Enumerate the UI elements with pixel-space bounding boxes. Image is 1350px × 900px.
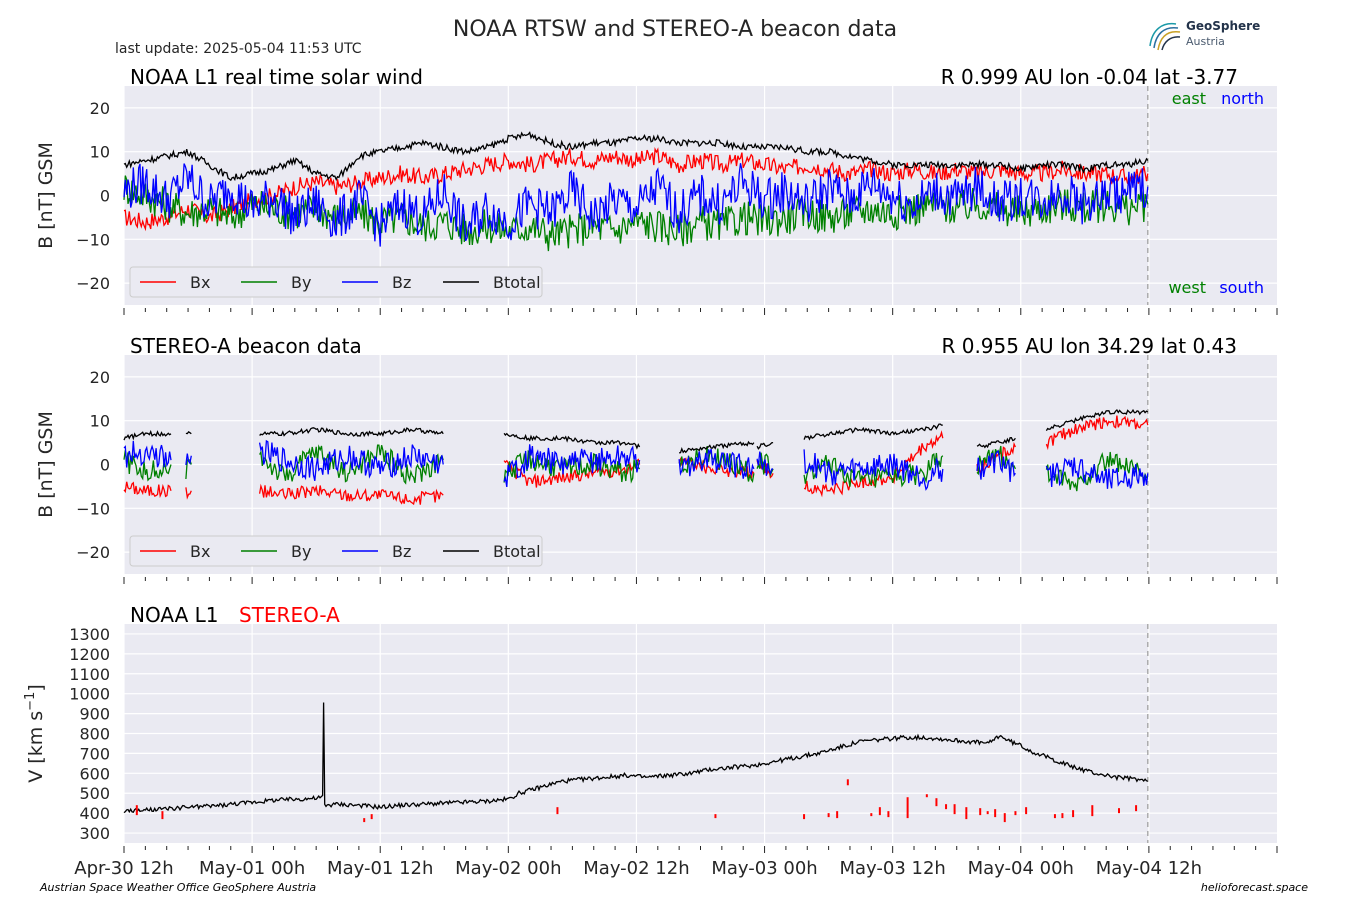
legend-label-by: By xyxy=(291,542,311,561)
footer-right-text: helioforecast.space xyxy=(1201,881,1308,894)
series-line-noaa-l1 xyxy=(123,702,1149,814)
last-update-text: last update: 2025-05-04 11:53 UTC xyxy=(115,41,362,57)
x-tick-label: May-03 00h xyxy=(711,858,817,879)
legend-label-by: By xyxy=(291,273,311,292)
x-tick-label: May-03 12h xyxy=(839,858,945,879)
y-tick-label: 0 xyxy=(100,456,110,475)
legend-label-bx: Bx xyxy=(190,273,210,292)
stereo-a-magnetic-field-panel: 20 10 0 −10 −20 STEREO-A beacon data R 0.955 A… xyxy=(35,334,1278,584)
legend-label-btotal: Btotal xyxy=(493,542,541,561)
noaa-magnetic-field-panel: 20 10 0 −10 −20 NOAA L1 real time solar wind R… xyxy=(35,65,1278,315)
x-tick-label: May-02 00h xyxy=(455,858,561,879)
segment-line-bt xyxy=(259,427,444,438)
y-tick-label: 20 xyxy=(90,368,110,387)
y-tick-label: 600 xyxy=(79,764,110,783)
x-tick-label: Apr-30 12h xyxy=(74,858,173,879)
segment-line-bt xyxy=(503,432,641,450)
segment-line-bx xyxy=(123,481,172,499)
segment-line-bz xyxy=(678,448,755,479)
logo-subtitle: Austria xyxy=(1186,35,1225,48)
legend-label-btotal: Btotal xyxy=(493,273,541,292)
segment-line-bt xyxy=(756,441,774,450)
y-tick-label: −10 xyxy=(76,230,110,249)
segment-line-bx xyxy=(1045,415,1149,451)
segment-line-bz xyxy=(1045,457,1149,489)
segment-line-by xyxy=(803,452,944,488)
y-tick-label: 700 xyxy=(79,744,110,763)
figure-title: NOAA RTSW and STEREO-A beacon data xyxy=(453,17,897,42)
segment-line-bz xyxy=(756,451,774,476)
segment-line-by xyxy=(123,450,172,482)
y-tick-label: −20 xyxy=(76,274,110,293)
panel-title: STEREO-A beacon data xyxy=(130,334,362,358)
segment-line-bt xyxy=(1045,408,1149,432)
y-axis-label: B [nT] GSM xyxy=(35,411,57,518)
geosphere-logo: GeoSphere Austria xyxy=(1146,16,1266,56)
segment-line-bt xyxy=(679,440,755,454)
y-tick-label: 1200 xyxy=(69,645,110,664)
y-axis-label: B [nT] GSM xyxy=(35,142,57,249)
y-axis-label: V [km s−1] xyxy=(23,684,47,783)
segment-line-bt xyxy=(803,423,943,441)
y-tick-label: 1100 xyxy=(69,665,110,684)
series-line-btotal xyxy=(123,131,1149,182)
legend-box xyxy=(129,266,543,298)
corner-label-east: east xyxy=(1172,89,1206,108)
y-tick-label: 800 xyxy=(79,725,110,744)
position-info: R 0.999 AU lon -0.04 lat -3.77 xyxy=(941,65,1238,89)
y-tick-label: −10 xyxy=(76,499,110,518)
corner-label-west: west xyxy=(1168,278,1206,297)
position-info: R 0.955 AU lon 34.29 lat 0.43 xyxy=(941,334,1237,358)
corner-label-south: south xyxy=(1219,278,1264,297)
x-tick-label: May-01 00h xyxy=(199,858,305,879)
geosphere-logo-icon xyxy=(1149,22,1181,51)
y-tick-label: 500 xyxy=(79,784,110,803)
y-tick-label: 10 xyxy=(90,412,110,431)
x-tick-label: May-01 12h xyxy=(327,858,433,879)
segment-line-bz xyxy=(123,440,172,468)
legend-box xyxy=(129,535,543,567)
segment-line-bx xyxy=(803,430,944,498)
y-tick-label: 20 xyxy=(90,99,110,118)
y-axis-label-main: V [km s xyxy=(25,711,47,783)
x-tick-label: May-04 12h xyxy=(1096,858,1202,879)
y-axis-label-exponent: −1 xyxy=(23,692,38,711)
y-tick-label: 300 xyxy=(79,824,110,843)
series-line-bx xyxy=(123,146,1149,232)
segment-line-bz xyxy=(976,449,1016,482)
panel-title-stereo-a: STEREO-A xyxy=(239,603,340,627)
segment-line-bx xyxy=(185,487,192,500)
y-tick-label: 400 xyxy=(79,804,110,823)
segment-line-bz xyxy=(258,439,444,481)
segment-line-bt xyxy=(123,429,172,441)
segment-line-bx xyxy=(258,483,444,506)
legend-label-bz: Bz xyxy=(392,273,411,292)
logo-title: GeoSphere xyxy=(1186,19,1261,33)
x-tick-label: May-04 00h xyxy=(968,858,1074,879)
y-tick-label: −20 xyxy=(76,543,110,562)
y-tick-label: 1000 xyxy=(69,685,110,704)
series-line-bz xyxy=(123,163,1149,247)
y-tick-label: 1300 xyxy=(69,625,110,644)
legend-label-bx: Bx xyxy=(190,542,210,561)
panel-title-noaa: NOAA L1 xyxy=(130,603,219,627)
segment-line-bz xyxy=(503,444,641,488)
segment-line-bz xyxy=(185,453,192,466)
panel-title: NOAA L1 real time solar wind xyxy=(130,65,423,89)
y-tick-label: 900 xyxy=(79,705,110,724)
y-tick-label: 10 xyxy=(90,143,110,162)
y-axis-label-close: ] xyxy=(25,684,47,691)
legend-label-bz: Bz xyxy=(392,542,411,561)
segment-line-by xyxy=(1045,451,1148,492)
x-tick-label: May-02 12h xyxy=(583,858,689,879)
corner-label-north: north xyxy=(1221,89,1264,108)
segment-line-bt xyxy=(976,437,1016,449)
segment-line-bz xyxy=(803,449,944,491)
y-tick-label: 0 xyxy=(100,187,110,206)
segment-line-bt xyxy=(185,431,192,435)
footer-left-text: Austrian Space Weather Office GeoSphere … xyxy=(39,881,316,894)
